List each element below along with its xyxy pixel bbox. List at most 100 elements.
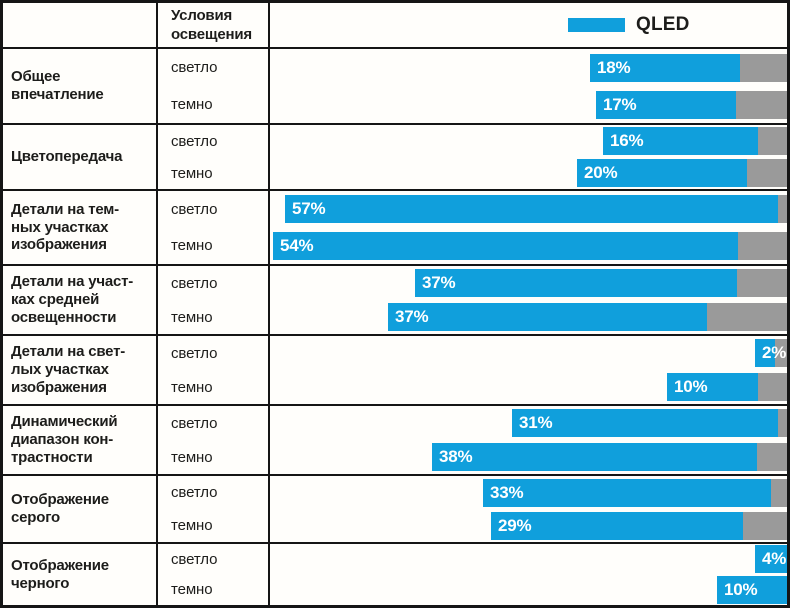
bar-track: 37%: [270, 300, 787, 334]
bars-cell: 2% 10%: [270, 336, 787, 404]
bar-детали-на-тем--светло: 57%: [285, 195, 787, 224]
bar-segment-remainder: [775, 339, 787, 367]
bar-segment-qled: 2%: [755, 339, 786, 367]
percent-label: 18%: [597, 57, 631, 77]
table-section: Общее впечатление светло темно 18% 17%: [3, 47, 787, 123]
condition-row: светло: [158, 544, 268, 575]
category-cell: Детали на тем- ных участках изображения: [3, 191, 158, 264]
bar-segment-qled: 17%: [596, 90, 736, 119]
bars-cell: 31% 38%: [270, 406, 787, 474]
conditions-cell: светло темно: [158, 544, 270, 605]
condition-label: светло: [171, 274, 218, 292]
bars-cell: 33% 29%: [270, 476, 787, 542]
header-legend-area: QLED: [270, 3, 787, 47]
condition-row: светло: [158, 191, 268, 228]
condition-row: темно: [158, 575, 268, 606]
bar-отображение-светло: 4%: [755, 545, 787, 574]
table-section: Цветопередача светло темно 16% 20%: [3, 123, 787, 189]
percent-label: 57%: [292, 199, 326, 219]
category-label: Отображение черного: [11, 556, 109, 592]
condition-label: светло: [171, 132, 218, 150]
category-label: Отображение серого: [11, 491, 109, 526]
bar-segment-qled: 16%: [603, 127, 758, 155]
condition-label: светло: [171, 484, 218, 501]
condition-row: светло: [158, 266, 268, 300]
bar-track: 10%: [270, 370, 787, 404]
percent-label: 16%: [610, 131, 644, 150]
bar-track: 29%: [270, 509, 787, 542]
table-section: Детали на участ- ках средней освещенност…: [3, 264, 787, 334]
condition-row: темно: [158, 86, 268, 123]
percent-label: 33%: [490, 482, 524, 502]
condition-row: темно: [158, 370, 268, 404]
bars-cell: 18% 17%: [270, 49, 787, 123]
conditions-cell: светло темно: [158, 336, 270, 404]
category-label: Детали на свет- лых участках изображения: [11, 343, 126, 396]
bar-track: 20%: [270, 157, 787, 189]
bar-детали-на-свет--светло: 2%: [755, 339, 787, 367]
bar-track: 18%: [270, 49, 787, 86]
category-cell: Цветопередача: [3, 125, 158, 189]
percent-label: 20%: [584, 163, 618, 182]
percent-label: 2%: [762, 343, 787, 362]
table-body: Общее впечатление светло темно 18% 17% Цветоп…: [3, 47, 787, 605]
bar-segment-remainder: [778, 409, 787, 437]
bar-отображение-темно: 10%: [717, 575, 787, 604]
bar-track: 2%: [270, 336, 787, 370]
bar-segment-qled: 57%: [285, 195, 778, 224]
bar-segment-qled: 38%: [432, 443, 757, 471]
bar-segment-qled: 20%: [577, 159, 747, 187]
condition-label: темно: [171, 517, 213, 534]
percent-label: 38%: [439, 447, 473, 466]
bar-track: 31%: [270, 406, 787, 440]
bar-segment-remainder: [758, 373, 787, 401]
condition-label: светло: [171, 550, 218, 568]
bar-segment-remainder: [743, 511, 787, 540]
condition-row: темно: [158, 300, 268, 334]
bar-цветопередача-темно: 20%: [577, 159, 787, 187]
bar-segment-remainder: [758, 127, 787, 155]
bar-отображение-темно: 29%: [491, 511, 787, 540]
percent-label: 37%: [395, 307, 429, 326]
bar-отображение-светло: 33%: [483, 478, 787, 507]
bar-track: 17%: [270, 86, 787, 123]
percent-label: 10%: [674, 377, 708, 396]
bar-общее-светло: 18%: [590, 53, 787, 82]
bar-segment-remainder: [707, 303, 787, 331]
table-section: Детали на свет- лых участках изображения…: [3, 334, 787, 404]
conditions-cell: светло темно: [158, 191, 270, 264]
bar-детали-на-свет--темно: 10%: [667, 373, 787, 401]
bar-segment-remainder: [747, 159, 787, 187]
table-section: Отображение черного светло темно 4% 10%: [3, 542, 787, 605]
category-cell: Общее впечатление: [3, 49, 158, 123]
bar-track: 33%: [270, 476, 787, 509]
legend-label-qled: QLED: [636, 14, 690, 35]
bars-cell: 57% 54%: [270, 191, 787, 264]
category-cell: Отображение серого: [3, 476, 158, 542]
header-conditions-label: Условия освещения: [158, 3, 270, 47]
bar-segment-qled: 31%: [512, 409, 778, 437]
category-label: Динамический диапазон кон- трастности: [11, 413, 118, 466]
legend-swatch-qled-icon: [568, 18, 625, 32]
bar-segment-remainder: [771, 478, 787, 507]
bar-track: 16%: [270, 125, 787, 157]
percent-label: 4%: [762, 549, 787, 569]
legend: QLED: [568, 3, 690, 47]
category-cell: Динамический диапазон кон- трастности: [3, 406, 158, 474]
bar-track: 4%: [270, 544, 787, 575]
condition-row: темно: [158, 440, 268, 474]
percent-label: 31%: [519, 413, 553, 432]
condition-label: светло: [171, 414, 218, 432]
condition-label: темно: [171, 96, 213, 113]
category-label: Цветопередача: [11, 148, 123, 166]
condition-label: светло: [171, 344, 218, 362]
condition-row: светло: [158, 125, 268, 157]
condition-row: светло: [158, 476, 268, 509]
conditions-cell: светло темно: [158, 406, 270, 474]
percent-label: 54%: [280, 235, 314, 255]
condition-label: темно: [171, 164, 213, 182]
condition-label: темно: [171, 378, 213, 396]
bar-segment-qled: 18%: [590, 53, 740, 82]
condition-row: темно: [158, 157, 268, 189]
condition-row: светло: [158, 49, 268, 86]
